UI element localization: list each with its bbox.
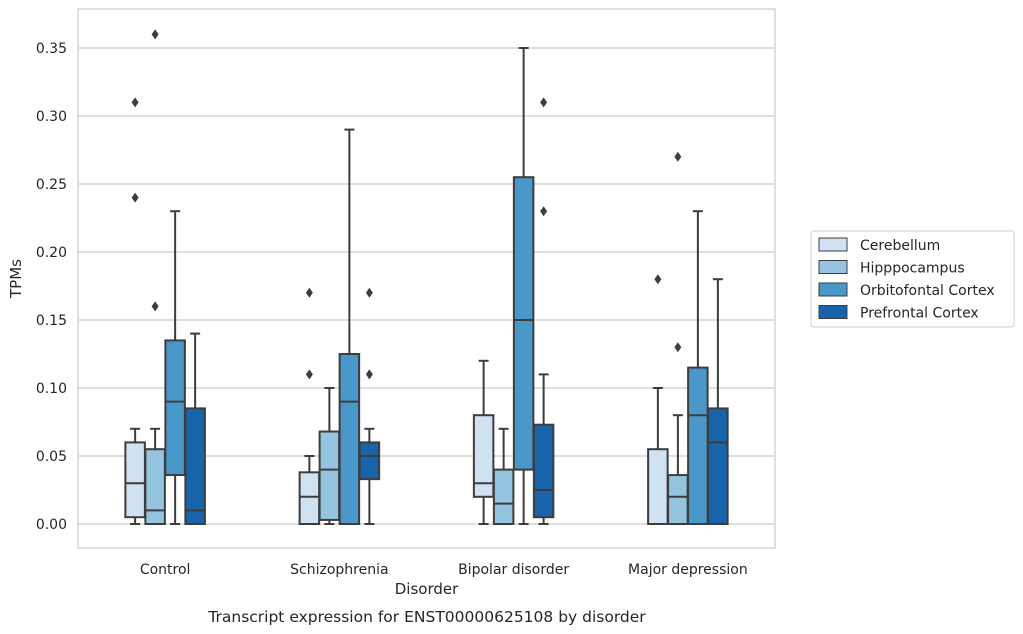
box-prefrontal-cortex bbox=[532, 97, 555, 525]
box-iqr bbox=[687, 366, 709, 525]
box-iqr bbox=[164, 339, 186, 477]
box-prefrontal-cortex bbox=[184, 332, 206, 525]
outlier-point bbox=[151, 29, 159, 40]
x-tick-label: Major depression bbox=[628, 562, 748, 578]
box-iqr bbox=[298, 471, 321, 526]
box-orbitofontal-cortex bbox=[338, 128, 361, 525]
boxes bbox=[124, 29, 729, 526]
legend-label: Cerebellum bbox=[860, 238, 940, 254]
box-prefrontal-cortex bbox=[358, 287, 381, 525]
y-tick-label: 0.05 bbox=[36, 449, 67, 465]
box-iqr bbox=[532, 423, 555, 519]
outlier-point bbox=[131, 192, 139, 203]
y-axis-title: TPMs bbox=[7, 259, 25, 299]
box-iqr bbox=[338, 353, 361, 525]
x-tick-labels: Control Schizophrenia Bipolar disorder Majo… bbox=[140, 562, 748, 578]
box-iqr bbox=[124, 441, 146, 519]
box-iqr bbox=[184, 407, 206, 525]
box-iqr bbox=[647, 448, 669, 526]
box-prefrontal-cortex bbox=[707, 278, 729, 525]
outlier-point bbox=[151, 301, 159, 312]
box-iqr bbox=[472, 414, 495, 498]
legend-swatch bbox=[818, 237, 848, 252]
box-hipppocampus bbox=[492, 427, 515, 526]
box-iqr bbox=[667, 474, 689, 526]
box-orbitofontal-cortex bbox=[687, 210, 709, 525]
outlier-point bbox=[674, 342, 682, 353]
figure-caption: Transcript expression for ENST0000062510… bbox=[207, 608, 646, 626]
y-tick-label: 0.10 bbox=[36, 381, 67, 397]
outlier-point bbox=[305, 287, 313, 298]
legend-swatch bbox=[818, 282, 848, 297]
y-tick-label: 0.00 bbox=[36, 517, 67, 533]
y-tick-label: 0.20 bbox=[36, 245, 67, 261]
outlier-point bbox=[674, 151, 682, 162]
box-iqr bbox=[512, 176, 535, 471]
x-tick-label: Bipolar disorder bbox=[458, 562, 569, 578]
outlier-point bbox=[365, 287, 373, 298]
legend-swatch bbox=[818, 260, 848, 274]
box-orbitofontal-cortex bbox=[512, 47, 535, 525]
box-cerebellum bbox=[647, 274, 669, 526]
legend-frame bbox=[810, 230, 1015, 328]
box-hipppocampus bbox=[144, 29, 166, 526]
box-iqr bbox=[144, 448, 166, 526]
legend-label: Prefrontal Cortex bbox=[860, 306, 979, 322]
y-tick-label: 0.35 bbox=[36, 41, 67, 57]
legend-label: Hipppocampus bbox=[860, 261, 965, 277]
x-tick-label: Schizophrenia bbox=[290, 562, 388, 578]
grid bbox=[78, 47, 775, 525]
outlier-point bbox=[540, 206, 548, 217]
outlier-point bbox=[305, 369, 313, 380]
y-tick-label: 0.30 bbox=[36, 109, 67, 125]
y-tick-label: 0.25 bbox=[36, 177, 67, 193]
y-tick-labels: 0.00 0.05 0.10 0.15 0.20 0.25 0.30 0.35 bbox=[36, 41, 67, 533]
y-tick-label: 0.15 bbox=[36, 313, 67, 329]
outlier-point bbox=[365, 369, 373, 380]
box-iqr bbox=[318, 430, 341, 521]
outlier-point bbox=[131, 97, 139, 108]
box-iqr bbox=[492, 468, 515, 526]
box-cerebellum bbox=[472, 359, 495, 525]
x-axis-title: Disorder bbox=[395, 580, 459, 598]
legend-swatch bbox=[818, 305, 848, 319]
outlier-point bbox=[540, 97, 548, 108]
plot-frame bbox=[77, 8, 776, 549]
box-hipppocampus bbox=[667, 151, 689, 526]
legend: Cerebellum Hipppocampus Orbitofontal Corte… bbox=[810, 230, 1015, 328]
outlier-point bbox=[654, 274, 662, 285]
box-iqr bbox=[358, 441, 381, 481]
box-iqr bbox=[707, 407, 729, 525]
x-tick-label: Control bbox=[140, 562, 191, 578]
legend-label: Orbitofontal Cortex bbox=[860, 283, 995, 299]
